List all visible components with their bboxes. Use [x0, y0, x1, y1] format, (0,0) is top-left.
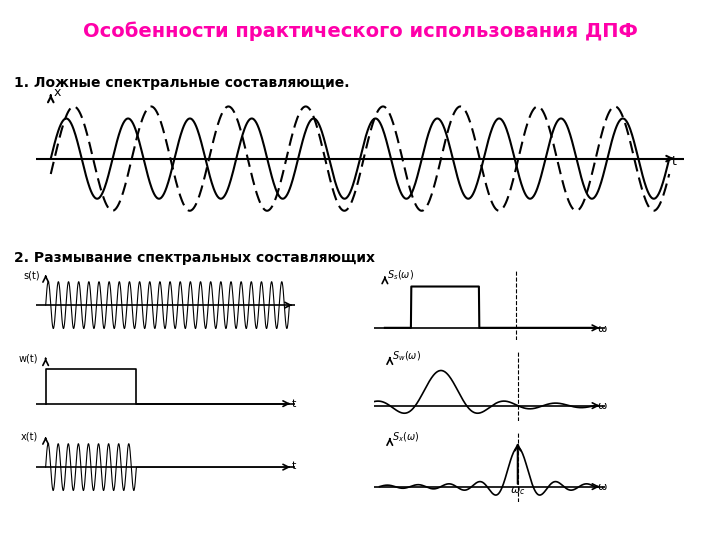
- Text: t: t: [672, 154, 677, 167]
- Text: t: t: [292, 462, 296, 471]
- Text: x: x: [53, 86, 60, 99]
- Text: Особенности практического использования ДПФ: Особенности практического использования …: [83, 22, 637, 41]
- Text: $\omega_c$: $\omega_c$: [510, 485, 526, 497]
- Text: $S_w(\omega)$: $S_w(\omega)$: [392, 349, 421, 362]
- Text: ω: ω: [597, 482, 606, 492]
- Text: 2. Размывание спектральных составляющих: 2. Размывание спектральных составляющих: [14, 251, 375, 265]
- Text: x(t): x(t): [21, 431, 38, 441]
- Text: 1. Ложные спектральные составляющие.: 1. Ложные спектральные составляющие.: [14, 76, 350, 90]
- Text: s(t): s(t): [23, 270, 40, 280]
- Text: w(t): w(t): [19, 354, 38, 363]
- Text: t: t: [292, 399, 296, 409]
- Text: $S_x(\omega)$: $S_x(\omega)$: [392, 430, 420, 443]
- Text: ω: ω: [597, 401, 606, 411]
- Text: ω: ω: [597, 324, 606, 334]
- Text: $S_s(\omega)$: $S_s(\omega)$: [387, 268, 415, 282]
